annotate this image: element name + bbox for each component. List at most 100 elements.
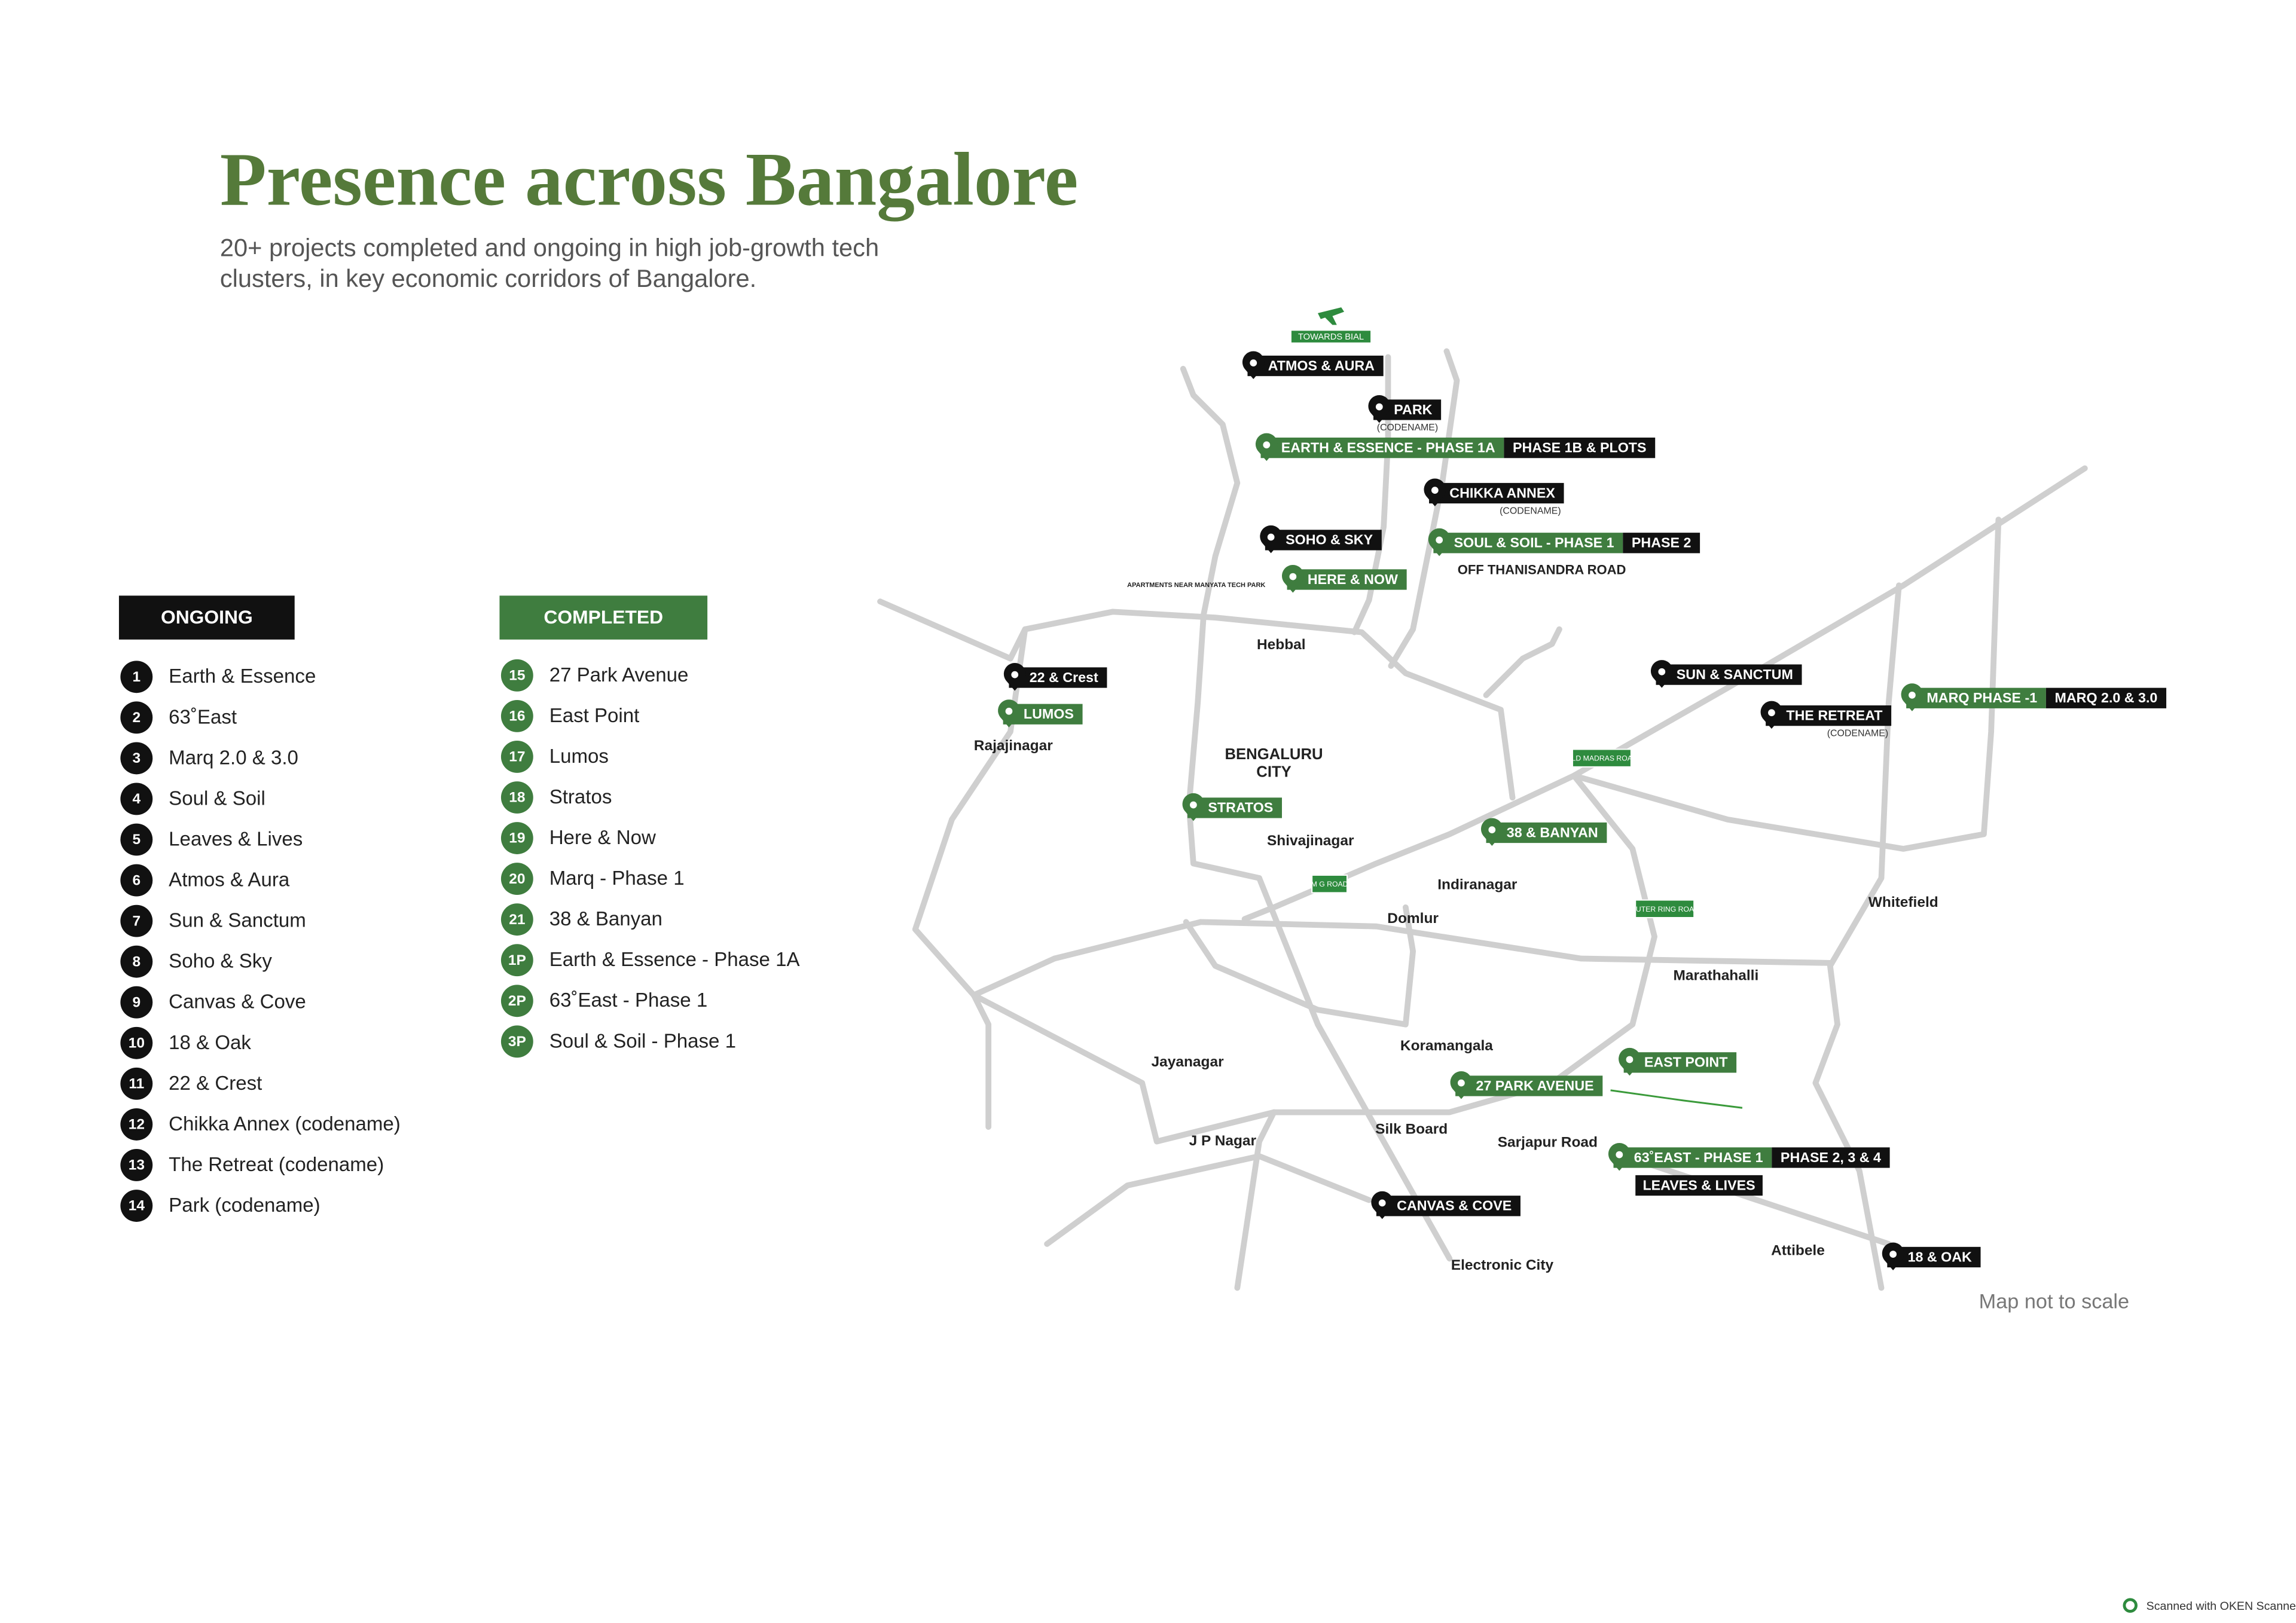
road	[970, 772, 1657, 1145]
road	[1183, 904, 1416, 1028]
road-sign: OUTER RING ROAD	[1630, 905, 1699, 913]
legend-number: 9	[133, 994, 141, 1010]
marker: STRATOS	[1182, 793, 1283, 821]
legend-item: Marq 2.0 & 3.0	[169, 747, 298, 769]
legend-number: 19	[509, 830, 525, 846]
legend-number: 11	[129, 1076, 144, 1092]
legend-badge	[500, 781, 533, 814]
marker-dot	[1488, 826, 1496, 833]
legend-item: 63˚East - Phase 1	[549, 989, 708, 1011]
marker-tag: MARQ 2.0 & 3.0	[2055, 690, 2158, 705]
marker-label: HERE & NOW	[1308, 571, 1398, 587]
legend-item: Here & Now	[549, 827, 656, 849]
marker-dot	[1011, 671, 1019, 678]
road-sign-box	[1311, 875, 1348, 894]
marker-note: (CODENAME)	[1377, 423, 1439, 433]
road-sign: OLD MADRAS ROAD	[1566, 754, 1638, 763]
road	[1622, 1153, 1892, 1247]
legend-item: East Point	[549, 705, 640, 727]
legend-item: 63˚East	[169, 706, 237, 728]
road	[1241, 465, 2088, 922]
marker-label: EARTH & ESSENCE - PHASE 1A	[1281, 439, 1495, 455]
legend-badge	[120, 1026, 153, 1059]
legend-badge	[500, 699, 533, 732]
marker-box	[1287, 569, 1407, 590]
legend-item: Stratos	[549, 786, 612, 808]
legend-badge	[500, 822, 533, 854]
marker: 63˚EAST - PHASE 1 PHASE 2, 3 & 4 LEAVES & …	[1608, 1143, 1890, 1196]
road-sign-box	[1635, 899, 1695, 918]
legend-number: 6	[133, 872, 141, 888]
marker-dot	[1267, 533, 1275, 541]
marker: SOUL & SOIL - PHASE 1 PHASE 2	[1428, 528, 1700, 557]
legend-badge	[500, 985, 533, 1017]
legend-badge	[120, 742, 153, 775]
marker-label: SOHO & SKY	[1286, 532, 1373, 548]
road	[1256, 875, 1453, 1262]
legend-item: The Retreat (codename)	[169, 1154, 384, 1176]
marker: CANVAS & COVE	[1371, 1191, 1521, 1219]
place-label: Indiranagar	[1437, 877, 1518, 893]
marker-note: (CODENAME)	[1500, 506, 1561, 516]
marker-dot	[1005, 707, 1013, 715]
place-label: Marathahalli	[1673, 967, 1758, 983]
marker: 38 & BANYAN	[1480, 818, 1607, 846]
place-label: Rajajinagar	[974, 738, 1053, 754]
legend-number: 21	[509, 912, 525, 928]
legend-number: 3P	[508, 1034, 526, 1050]
marker-label: MARQ PHASE -1	[1926, 690, 2037, 705]
road	[1044, 1153, 1372, 1247]
marker-label: 38 & BANYAN	[1507, 824, 1598, 840]
marker-dot	[1626, 1056, 1634, 1063]
marker-box	[1247, 355, 1384, 377]
marker: EAST POINT	[1619, 1047, 1737, 1076]
legend-item: 27 Park Avenue	[549, 664, 689, 686]
marker-label: ATMOS & AURA	[1268, 357, 1375, 373]
legend-number: 10	[129, 1035, 145, 1051]
legend-number: 14	[129, 1198, 145, 1214]
legend-item: 38 & Banyan	[549, 908, 662, 930]
marker: MARQ PHASE -1 MARQ 2.0 & 3.0	[1901, 683, 2167, 711]
marker-box	[1623, 1052, 1737, 1073]
marker-label: 27 PARK AVENUE	[1476, 1078, 1593, 1093]
place-label: Domlur	[1387, 910, 1439, 927]
marker-dot	[1909, 691, 1916, 699]
legend-item: Soho & Sky	[169, 950, 272, 973]
legend-number: 15	[509, 668, 525, 684]
legend-number: 5	[133, 832, 141, 848]
marker-tag-box	[1623, 533, 1700, 554]
marker: EARTH & ESSENCE - PHASE 1A PHASE 1B & PLO…	[1255, 433, 1656, 461]
legend-number: 8	[133, 953, 141, 970]
marker: 27 PARK AVENUE	[1450, 1071, 1603, 1099]
marker-note: (CODENAME)	[1827, 728, 1889, 738]
footer: Scanned with OKEN Scanner	[2147, 1600, 2296, 1613]
marker-label: CANVAS & COVE	[1397, 1198, 1512, 1214]
legend-badge	[120, 1067, 153, 1100]
marker: CHIKKA ANNEX (CODENAME)	[1424, 478, 1564, 516]
marker-dot	[1378, 1199, 1386, 1207]
marker-tag-box	[1772, 1147, 1890, 1168]
scale-note: Map not to scale	[1979, 1291, 2129, 1313]
marker-tag: PHASE 2	[1632, 535, 1692, 551]
marker-dot	[1289, 573, 1297, 580]
legend-badge	[120, 823, 153, 856]
legend-item: Lumos	[549, 745, 609, 768]
legend-number: 2	[133, 710, 141, 726]
marker-dot	[1375, 403, 1383, 411]
legend-number: 4	[133, 791, 141, 807]
place-label: BENGALURU	[1225, 746, 1323, 763]
marker-label: STRATOS	[1208, 800, 1273, 815]
marker-dot	[1436, 536, 1443, 544]
marker-label: LUMOS	[1024, 706, 1074, 722]
marker-dot	[1889, 1251, 1897, 1258]
marker-label: SOUL & SOIL - PHASE 1	[1454, 535, 1614, 551]
legend-badge	[500, 659, 533, 692]
subtitle: clusters, in key economic corridors of B…	[220, 264, 756, 292]
marker-box	[1613, 1147, 1772, 1168]
marker-box	[1455, 1075, 1603, 1096]
marker-box	[1906, 687, 2046, 708]
legend-badge	[120, 661, 153, 693]
road	[1483, 626, 1562, 698]
marker-below: LEAVES & LIVES	[1642, 1177, 1755, 1193]
marker: ATMOS & AURA	[1242, 351, 1384, 380]
